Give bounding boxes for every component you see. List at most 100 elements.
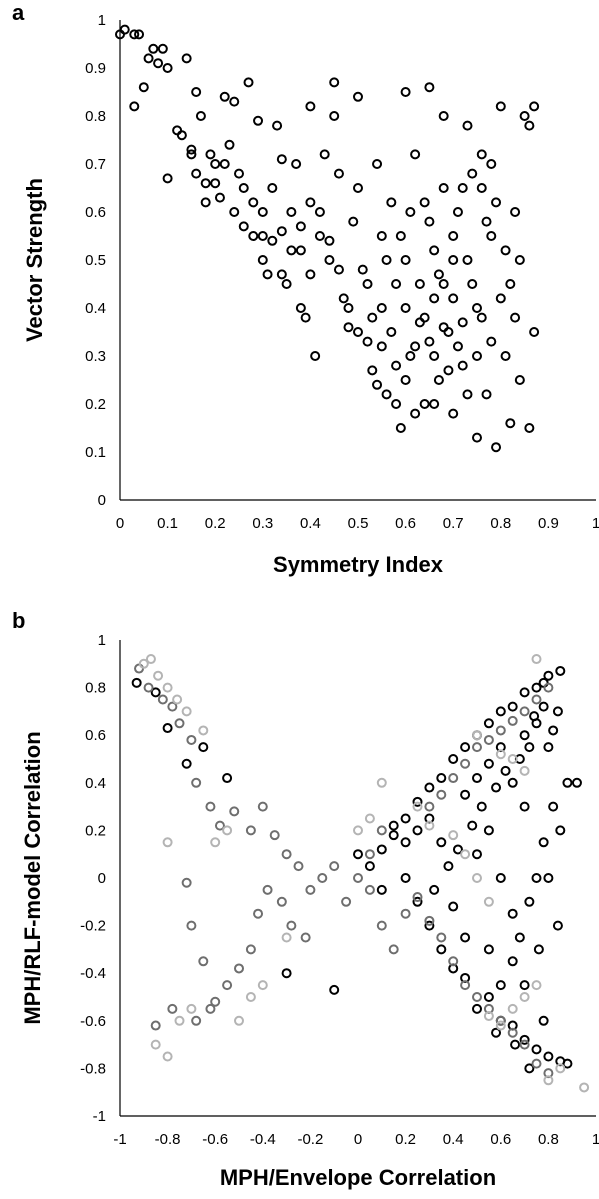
data-point — [181, 877, 192, 888]
data-point — [433, 269, 444, 280]
data-point — [524, 423, 535, 433]
data-point — [176, 130, 187, 141]
data-point — [172, 125, 183, 136]
data-point — [495, 706, 506, 717]
data-point — [224, 139, 235, 150]
data-point — [429, 399, 440, 409]
data-point — [143, 53, 154, 64]
data-point — [376, 777, 387, 788]
y-tick-label: 1 — [98, 632, 106, 649]
data-point — [543, 1051, 554, 1062]
data-point — [310, 351, 321, 361]
data-point — [198, 956, 209, 967]
data-point — [436, 773, 447, 784]
data-point — [448, 408, 459, 419]
y-tick-label: 0.6 — [85, 727, 106, 744]
data-point — [186, 734, 197, 745]
data-point — [452, 341, 463, 352]
data-point — [491, 782, 502, 793]
data-point — [519, 111, 530, 121]
data-point — [353, 849, 363, 860]
data-point — [538, 837, 549, 848]
x-tick-label: 0.5 — [348, 515, 369, 532]
y-tick-label: -0.8 — [80, 1060, 106, 1077]
data-point — [186, 144, 197, 155]
y-tick-label: -0.6 — [80, 1013, 106, 1030]
data-point — [162, 63, 173, 73]
data-point — [414, 279, 425, 289]
data-point — [552, 706, 563, 717]
data-point — [467, 168, 478, 179]
data-point — [460, 742, 471, 753]
data-point — [167, 701, 178, 712]
data-point — [467, 279, 478, 289]
data-point — [448, 255, 459, 265]
data-point — [491, 442, 502, 453]
data-point — [162, 173, 173, 184]
data-point — [198, 742, 209, 753]
data-point — [229, 96, 240, 107]
data-point — [483, 944, 494, 955]
data-point — [448, 901, 459, 912]
data-point — [286, 920, 297, 931]
data-point — [305, 197, 316, 208]
y-tick-label: 1 — [98, 12, 106, 29]
panel-b-y-tick-labels: -1 -0.8 -0.6 -0.4 -0.2 0 0.2 0.4 0.6 0.8 1 — [80, 632, 106, 1125]
data-point — [150, 1039, 161, 1050]
data-point — [338, 293, 349, 304]
panel-b-x-tick-labels: -1 -0.8 -0.6 -0.4 -0.2 0 0.2 0.4 0.6 0.8 1 — [113, 1131, 599, 1148]
data-point — [222, 980, 233, 991]
data-point — [305, 269, 316, 280]
data-point — [424, 82, 435, 93]
data-point — [412, 825, 423, 836]
y-tick-label: 0 — [98, 870, 106, 887]
data-point — [410, 408, 421, 419]
data-point — [395, 231, 406, 241]
x-tick-label: 0.8 — [538, 1131, 559, 1148]
data-point — [467, 820, 478, 831]
data-point — [391, 399, 402, 409]
data-point — [507, 1027, 518, 1038]
data-point — [134, 29, 145, 40]
data-point — [460, 849, 471, 860]
data-point — [186, 920, 197, 931]
x-tick-label: -0.6 — [202, 1131, 228, 1148]
data-point — [329, 111, 340, 121]
data-point — [483, 992, 494, 1002]
x-tick-label: 0.6 — [490, 1131, 511, 1148]
data-point — [460, 980, 471, 991]
data-point — [324, 255, 335, 265]
data-point — [436, 944, 447, 955]
data-point — [519, 687, 530, 698]
data-point — [472, 1003, 482, 1014]
data-point — [491, 197, 502, 208]
data-point — [238, 183, 249, 193]
data-point — [376, 884, 387, 895]
data-point — [424, 782, 435, 793]
data-point — [376, 825, 387, 836]
data-point — [507, 715, 518, 726]
data-point — [448, 773, 459, 784]
data-point — [400, 813, 411, 824]
data-point — [400, 873, 411, 883]
data-point — [205, 1003, 216, 1014]
data-point — [276, 269, 287, 280]
data-point — [438, 279, 449, 289]
data-point — [376, 341, 387, 352]
data-point — [210, 159, 221, 169]
data-point — [457, 360, 468, 371]
data-point — [317, 873, 328, 883]
data-point — [429, 293, 440, 304]
data-point — [291, 159, 302, 169]
data-point — [500, 245, 511, 256]
x-tick-label: 0.4 — [443, 1131, 464, 1148]
data-point — [438, 111, 449, 121]
data-point — [364, 849, 375, 860]
data-point — [495, 749, 506, 760]
data-point — [555, 825, 566, 836]
panel-b-letter: b — [12, 608, 25, 633]
data-point — [400, 908, 411, 919]
x-tick-label: 0.7 — [443, 515, 464, 532]
data-point — [410, 149, 421, 160]
data-point — [376, 303, 387, 313]
